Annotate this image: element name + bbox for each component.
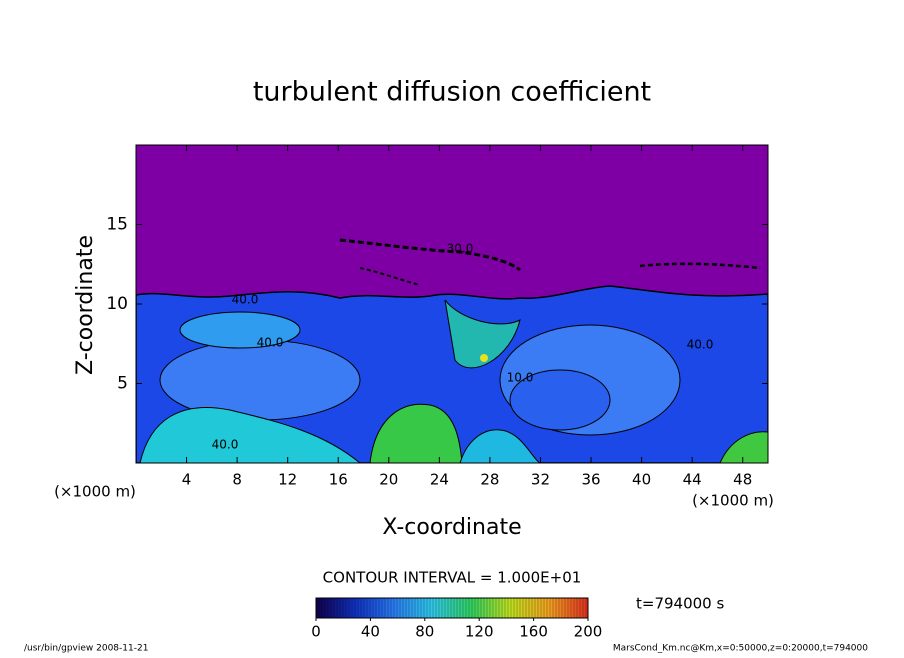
contour-label: 40.0 <box>232 293 259 307</box>
footer-left: /usr/bin/gpview 2008-11-21 <box>24 644 148 654</box>
x-tick-label: 36 <box>581 471 600 489</box>
footer-right: MarsCond_Km.nc@Km,x=0:50000,z=0:20000,t=… <box>613 644 868 654</box>
y-tick-label: 15 <box>106 215 128 235</box>
colorbar-tick-label: 80 <box>415 623 434 641</box>
x-tick-label: 16 <box>329 471 348 489</box>
time-label: t=794000 s <box>636 595 724 613</box>
chart-title: turbulent diffusion coefficient <box>253 77 651 108</box>
y-axis-unit: (×1000 m) <box>54 483 136 501</box>
x-tick-label: 40 <box>632 471 651 489</box>
colorbar-tick-label: 160 <box>519 623 548 641</box>
y-tick-label: 5 <box>117 374 128 394</box>
x-tick-label: 44 <box>683 471 702 489</box>
colorbar-tick-label: 0 <box>311 623 321 641</box>
contour-label: 10.0 <box>507 371 534 385</box>
x-tick-label: 4 <box>182 471 192 489</box>
y-tick-label: 10 <box>106 294 128 314</box>
field <box>136 145 768 463</box>
x-tick-label: 32 <box>531 471 550 489</box>
contour-label: 40.0 <box>212 438 239 452</box>
x-axis-label: X-coordinate <box>382 515 521 540</box>
colorbar-tick-label: 200 <box>574 623 603 641</box>
x-axis-unit: (×1000 m) <box>692 492 774 510</box>
colorbar-tick-label: 40 <box>361 623 380 641</box>
x-tick-label: 28 <box>480 471 499 489</box>
x-tick-label: 8 <box>232 471 242 489</box>
x-tick-label: 20 <box>379 471 398 489</box>
x-tick-label: 24 <box>430 471 449 489</box>
x-tick-label: 48 <box>733 471 752 489</box>
contour-label: 40.0 <box>257 336 284 350</box>
contour-label: 40.0 <box>687 338 714 352</box>
y-axis-label: Z-coordinate <box>73 235 98 375</box>
contour-label: 30.0 <box>447 242 474 256</box>
contour-interval: CONTOUR INTERVAL = 1.000E+01 <box>323 569 582 587</box>
x-tick-label: 12 <box>278 471 297 489</box>
colorbar-tick-label: 120 <box>465 623 494 641</box>
